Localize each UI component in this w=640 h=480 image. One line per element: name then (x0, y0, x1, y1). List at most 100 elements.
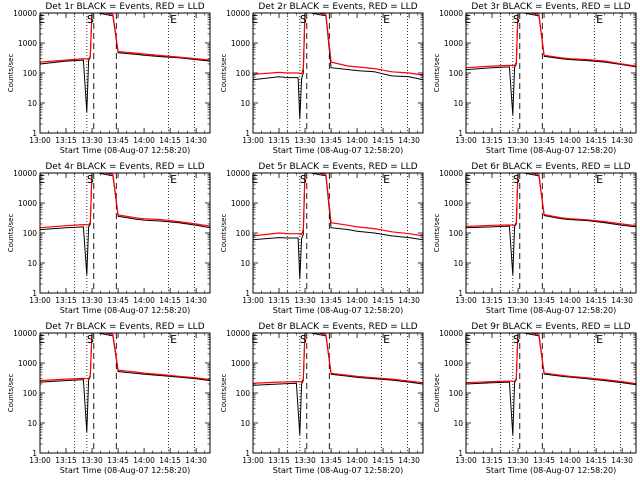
y-tick-label: 100 (236, 389, 251, 398)
x-axis-label: Start Time (08-Aug-07 12:58:20) (60, 146, 191, 155)
x-tick-label: 13:45 (320, 456, 342, 465)
y-tick-label: 10 (453, 259, 463, 268)
event-marker: S (87, 13, 94, 26)
event-marker: S (87, 333, 94, 346)
events-line (253, 333, 423, 435)
y-tick-label: 10 (240, 419, 250, 428)
y-tick-label: 1 (245, 289, 250, 298)
x-tick-label: 14:30 (185, 456, 207, 465)
y-axis-label: Counts/sec (433, 54, 441, 93)
x-tick-label: 13:30 (507, 136, 529, 145)
lld-line (40, 333, 210, 382)
y-tick-label: 1 (32, 449, 37, 458)
y-tick-label: 100 (23, 229, 38, 238)
y-tick-label: 1 (458, 449, 463, 458)
event-marker: E (170, 13, 177, 26)
y-tick-label: 10000 (226, 329, 250, 338)
x-tick-label: 13:15 (268, 136, 290, 145)
event-marker: E (383, 333, 390, 346)
x-tick-label: 14:15 (372, 456, 394, 465)
plot-frame (252, 332, 424, 454)
y-tick-label: 10000 (226, 169, 250, 178)
x-tick-label: 13:15 (55, 456, 77, 465)
x-tick-label: 14:30 (398, 456, 420, 465)
x-tick-label: 14:15 (585, 296, 607, 305)
y-tick-label: 1000 (18, 359, 37, 368)
x-tick-label: 14:00 (346, 136, 368, 145)
lld-line (466, 333, 636, 385)
y-tick-label: 100 (236, 229, 251, 238)
y-axis-label: Counts/sec (220, 54, 228, 93)
y-tick-label: 1000 (231, 359, 250, 368)
x-tick-label: 13:45 (320, 136, 342, 145)
event-marker: E (383, 13, 390, 26)
lld-line (466, 173, 636, 228)
y-tick-label: 100 (23, 69, 38, 78)
y-tick-label: 100 (449, 389, 464, 398)
event-marker: E (383, 173, 390, 186)
lld-line (40, 13, 210, 63)
x-tick-label: 13:15 (481, 456, 503, 465)
x-tick-label: 13:15 (268, 456, 290, 465)
x-axis-label: Start Time (08-Aug-07 12:58:20) (60, 466, 191, 475)
y-tick-label: 1 (245, 129, 250, 138)
x-tick-label: 13:00 (29, 456, 51, 465)
events-line (40, 173, 210, 275)
x-tick-label: 14:00 (133, 456, 155, 465)
x-tick-label: 13:00 (29, 296, 51, 305)
x-tick-label: 14:30 (398, 296, 420, 305)
lld-line (466, 13, 636, 69)
y-tick-label: 1000 (18, 199, 37, 208)
y-tick-label: 1000 (444, 199, 463, 208)
y-tick-label: 1 (245, 449, 250, 458)
y-tick-label: 10 (27, 259, 37, 268)
y-tick-label: 10 (453, 99, 463, 108)
x-tick-label: 13:30 (294, 136, 316, 145)
event-marker: S (87, 173, 94, 186)
events-line (466, 13, 636, 115)
y-tick-label: 100 (449, 229, 464, 238)
event-marker: S (300, 13, 307, 26)
panel-title: Det 2r BLACK = Events, RED = LLD (258, 2, 417, 12)
x-tick-label: 14:30 (185, 136, 207, 145)
event-marker: E (170, 333, 177, 346)
y-tick-label: 10000 (13, 169, 37, 178)
x-tick-label: 13:15 (481, 136, 503, 145)
x-tick-label: 13:15 (481, 296, 503, 305)
y-axis-label: Counts/sec (7, 214, 15, 253)
y-tick-label: 1000 (444, 39, 463, 48)
x-tick-label: 13:30 (81, 456, 103, 465)
events-line (253, 173, 423, 279)
events-line (40, 13, 210, 113)
x-tick-label: 13:15 (268, 296, 290, 305)
panel-title: Det 8r BLACK = Events, RED = LLD (258, 322, 417, 332)
y-axis-label: Counts/sec (7, 54, 15, 93)
y-tick-label: 100 (23, 389, 38, 398)
x-tick-label: 14:30 (185, 296, 207, 305)
y-tick-label: 10 (27, 419, 37, 428)
x-tick-label: 13:45 (533, 456, 555, 465)
y-tick-label: 1 (458, 289, 463, 298)
x-tick-label: 14:00 (559, 136, 581, 145)
y-axis-label: Counts/sec (220, 214, 228, 253)
plot-frame (39, 332, 211, 454)
lld-line (253, 333, 423, 384)
x-tick-label: 14:30 (611, 136, 633, 145)
plot-frame (39, 172, 211, 294)
y-axis-label: Counts/sec (433, 214, 441, 253)
y-tick-label: 10000 (439, 329, 463, 338)
x-tick-label: 13:30 (294, 456, 316, 465)
event-marker: E (596, 13, 603, 26)
x-axis-label: Start Time (08-Aug-07 12:58:20) (273, 146, 404, 155)
x-tick-label: 13:15 (55, 136, 77, 145)
x-axis-label: Start Time (08-Aug-07 12:58:20) (273, 466, 404, 475)
x-tick-label: 13:45 (107, 136, 129, 145)
lld-line (40, 173, 210, 229)
panel-title: Det 3r BLACK = Events, RED = LLD (471, 2, 630, 12)
y-axis-label: Counts/sec (7, 374, 15, 413)
